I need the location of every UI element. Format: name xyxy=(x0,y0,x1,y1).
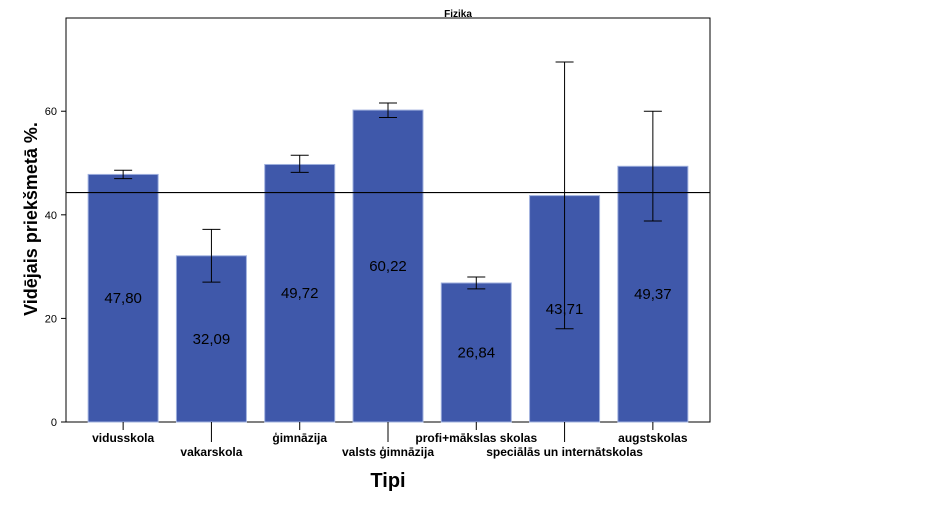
value-label: 47,80 xyxy=(104,290,142,307)
error-bar xyxy=(643,110,662,222)
error-bar xyxy=(467,276,486,290)
x-axis: vidusskola vakarskola ģimnāzija valsts ģimn… xyxy=(92,422,688,459)
value-label: 43,71 xyxy=(546,301,584,318)
error-bar xyxy=(290,154,309,173)
y-axis-title: Vidējais priekšmetā %. xyxy=(21,122,41,316)
value-label: 32,09 xyxy=(193,331,231,348)
value-label: 60,22 xyxy=(369,258,407,275)
bar xyxy=(264,163,336,423)
value-label: 26,84 xyxy=(458,344,496,361)
error-bar xyxy=(202,228,221,283)
error-bar xyxy=(555,61,574,330)
x-tick-label: augstskolas xyxy=(618,431,688,445)
x-tick-label: vidusskola xyxy=(92,431,154,445)
x-tick-label: vakarskola xyxy=(180,445,242,459)
x-tick-label: ģimnāzija xyxy=(272,431,327,445)
x-axis-title: Tipi xyxy=(370,470,405,492)
x-tick-label: speciālās un internātskolas xyxy=(486,445,643,459)
error-bar xyxy=(379,102,397,118)
y-tick-label: 20 xyxy=(45,313,57,325)
chart-title: Fizika xyxy=(444,9,472,20)
x-tick-label: profi+mākslas skolas xyxy=(415,431,537,445)
y-tick-label: 40 xyxy=(45,210,57,222)
error-bar xyxy=(114,169,133,180)
value-labels: 47,80 32,09 49,72 60,22 26,84 43,71 49,37 xyxy=(104,258,671,361)
y-axis: 0 20 40 60 xyxy=(45,106,66,429)
bars xyxy=(66,61,710,423)
value-label: 49,72 xyxy=(281,285,319,302)
bar xyxy=(87,173,159,423)
value-label: 49,37 xyxy=(634,286,672,303)
y-tick-label: 0 xyxy=(51,417,57,429)
y-tick-label: 60 xyxy=(45,106,57,118)
bar xyxy=(440,282,512,423)
x-tick-label: valsts ģimnāzija xyxy=(342,445,434,459)
